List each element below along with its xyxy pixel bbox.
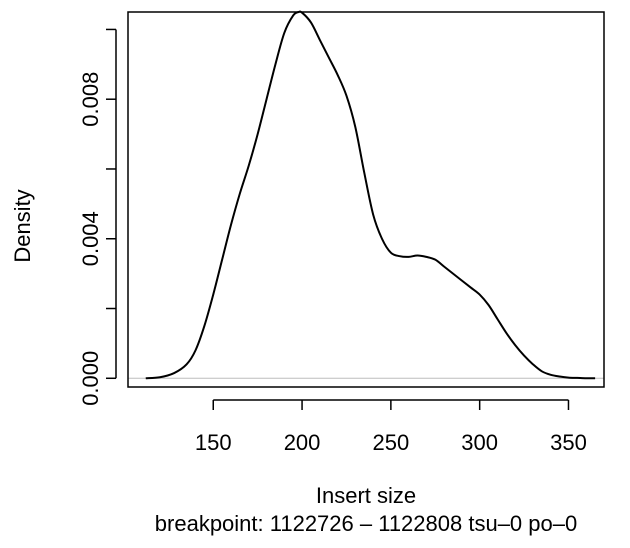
density-curve	[145, 10, 596, 380]
plot-frame	[127, 11, 605, 388]
chart-subtitle: breakpoint: 1122726 – 1122808 tsu–0 po–0	[155, 511, 577, 536]
y-tick-label: 0.004	[78, 211, 103, 266]
x-axis-label: Insert size	[316, 483, 416, 508]
x-tick-label: 150	[195, 430, 232, 455]
x-axis: 150 200 250 300 350	[195, 399, 587, 455]
y-axis-label: Density	[10, 189, 35, 262]
x-tick-label: 200	[284, 430, 321, 455]
x-tick-label: 250	[373, 430, 410, 455]
x-tick-label: 300	[461, 430, 498, 455]
y-axis: 0.000 0.004 0.008	[78, 28, 117, 406]
y-tick-label: 0.008	[78, 72, 103, 127]
x-tick-label: 350	[550, 430, 587, 455]
y-tick-label: 0.000	[78, 351, 103, 406]
